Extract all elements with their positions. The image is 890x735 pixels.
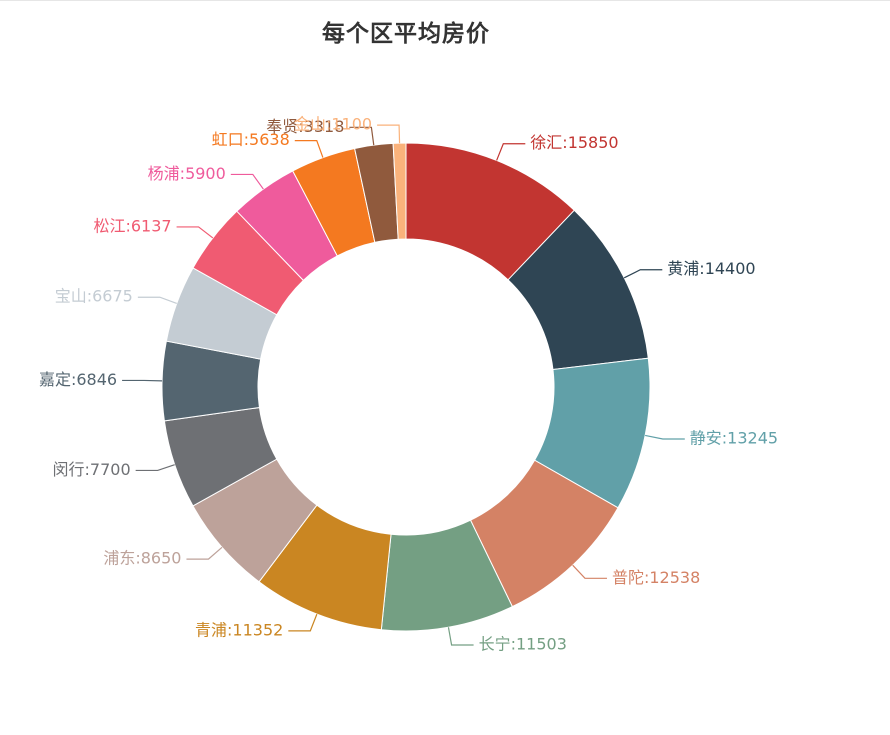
- leader-line-虹口: [294, 140, 324, 158]
- slice-label-静安: 静安:13245: [690, 428, 778, 447]
- slice-labels: 徐汇:15850 黄浦:14400 静安:13245 普陀:12538 长宁:11503…: [39, 115, 778, 654]
- leader-line-青浦: [288, 613, 318, 632]
- slice-label-徐汇: 徐汇:15850: [530, 133, 618, 152]
- slice-label-虹口: 虹口:5638: [212, 130, 290, 149]
- leader-line-奉贤: [349, 126, 375, 146]
- slice-label-松江: 松江:6137: [93, 216, 171, 235]
- slice-label-闵行: 闵行:7700: [53, 460, 131, 479]
- leader-line-金山: [377, 124, 401, 144]
- leader-line-普陀: [572, 564, 607, 579]
- label-leader-lines: [122, 124, 685, 646]
- slice-金山[interactable]: [392, 142, 407, 240]
- slice-label-宝山: 宝山:6675: [55, 287, 133, 306]
- donut-slices: [161, 142, 651, 632]
- slice-label-长宁: 长宁:11503: [479, 635, 567, 654]
- leader-line-长宁: [447, 627, 474, 646]
- chart-title: 每个区平均房价: [322, 21, 490, 47]
- leader-line-浦东: [186, 546, 223, 560]
- leader-line-宝山: [137, 296, 177, 304]
- slice-label-青浦: 青浦:11352: [195, 620, 283, 639]
- leader-line-黄浦: [623, 269, 663, 279]
- leader-line-闵行: [135, 464, 175, 472]
- leader-line-松江: [176, 226, 214, 239]
- slice-label-杨浦: 杨浦:5900: [148, 164, 226, 183]
- leader-line-静安: [645, 434, 685, 440]
- slice-label-普陀: 普陀:12538: [612, 568, 700, 587]
- slice-label-黄浦: 黄浦:14400: [667, 259, 755, 278]
- slice-label-奉贤: 奉贤:3318: [266, 117, 344, 136]
- leader-line-徐汇: [496, 143, 526, 161]
- slice-label-浦东: 浦东:8650: [103, 549, 181, 568]
- slice-label-金山: 金山:1100: [294, 115, 372, 134]
- slice-label-嘉定: 嘉定:6846: [39, 370, 117, 389]
- top-border: [0, 0, 890, 1]
- leader-line-杨浦: [230, 173, 264, 190]
